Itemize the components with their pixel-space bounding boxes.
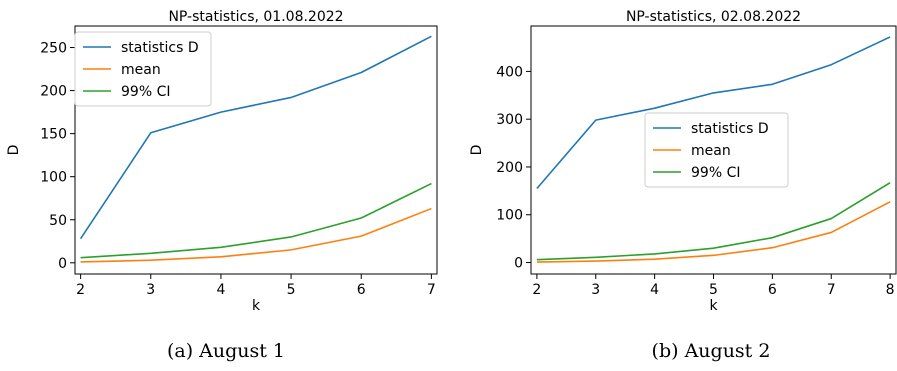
y-tick-label: 100: [40, 170, 67, 186]
chart-title: NP-statistics, 01.08.2022: [168, 9, 343, 25]
chart-title: NP-statistics, 02.08.2022: [626, 9, 801, 25]
series-line-2: [80, 207, 432, 263]
y-tick-label: 0: [514, 256, 523, 272]
legend-label-2: mean: [121, 62, 161, 78]
y-tick-label: 50: [49, 213, 67, 229]
series-line-2: [536, 201, 891, 263]
legend-label-1: statistics D: [691, 121, 769, 137]
series-line-3: [536, 182, 891, 261]
chart-panel-2: NP-statistics, 02.08.2022 2 3 4 5 6 7 8 0 100 200 3…: [469, 9, 897, 362]
x-tick-label: 5: [709, 282, 718, 298]
series-line-1: [79, 35, 432, 240]
x-tick-label: 7: [827, 282, 836, 298]
y-axis-label: D: [6, 145, 22, 156]
legend-label-1: statistics D: [121, 40, 199, 56]
legend-box: [644, 112, 789, 188]
legend-label-2: mean: [691, 143, 731, 159]
x-tick-label: 2: [76, 282, 85, 298]
y-tick-label: 200: [40, 84, 67, 100]
x-tick-label: 3: [591, 282, 600, 298]
legend-label-3: 99% CI: [691, 165, 740, 181]
x-axis-label: k: [252, 298, 261, 314]
x-tick-label: 6: [357, 282, 366, 298]
legend: statistics D mean 99% CI: [74, 31, 212, 107]
chart-panel-1: NP-statistics, 01.08.2022 2 3 4 5 6 7 0 50 100 150…: [6, 9, 438, 362]
x-tick-label: 2: [532, 282, 541, 298]
x-tick-label: 4: [216, 282, 225, 298]
x-tick-label: 7: [427, 282, 436, 298]
y-axis-label: D: [469, 145, 485, 156]
y-tick-label: 150: [40, 127, 67, 143]
figure-caption: (b) August 2: [652, 340, 771, 362]
y-tick-label: 0: [58, 256, 67, 272]
y-tick-label: 300: [496, 112, 523, 128]
y-tick-label: 200: [496, 160, 523, 176]
plot-frame: [74, 25, 438, 275]
x-tick-label: 4: [650, 282, 659, 298]
x-tick-label: 3: [146, 282, 155, 298]
legend-box: [74, 31, 212, 107]
series-line-1: [536, 36, 891, 189]
y-tick-label: 250: [40, 41, 67, 57]
x-axis-label: k: [709, 298, 718, 314]
y-tick-label: 400: [496, 64, 523, 80]
legend: statistics D mean 99% CI: [644, 112, 789, 188]
x-tick-label: 6: [768, 282, 777, 298]
figure-caption: (a) August 1: [167, 340, 285, 362]
legend-label-3: 99% CI: [121, 84, 170, 100]
series-line-3: [80, 182, 432, 259]
x-tick-label: 8: [886, 282, 895, 298]
y-tick-label: 100: [496, 208, 523, 224]
x-tick-label: 5: [287, 282, 296, 298]
